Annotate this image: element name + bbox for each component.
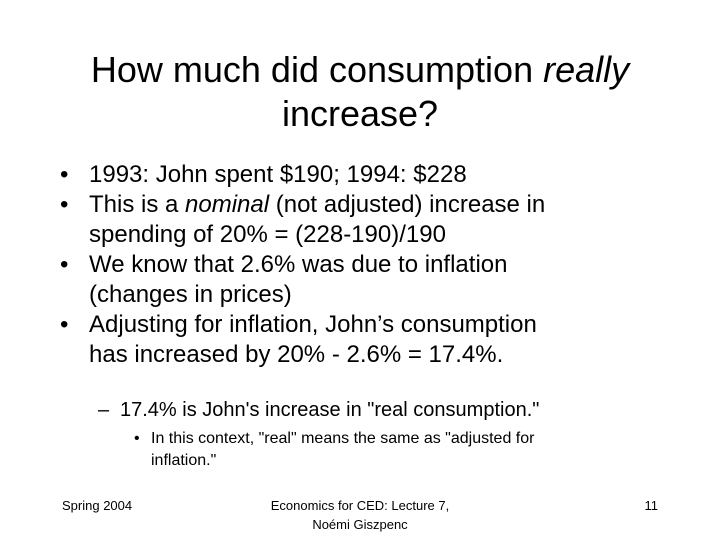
slide-title: How much did consumption really increase… — [40, 48, 680, 136]
page-number: 11 — [644, 498, 659, 513]
bullet-text: 1993: John spent $190; 1994: $228 — [89, 161, 467, 188]
sub-sub-bullet-text-continued: inflation." — [151, 452, 217, 469]
bullet-list: • 1993: John spent $190; 1994: $228 • Th… — [60, 160, 680, 370]
title-text: How much did consumption — [90, 49, 544, 90]
bullet-text-continued: (changes in prices) — [89, 281, 292, 308]
bullet-text-post: (not adjusted) increase in — [269, 191, 546, 218]
footer-course-line-1: Economics for CED: Lecture 7, — [270, 498, 450, 513]
bullet-marker: • — [60, 161, 69, 188]
bullet-marker: • — [60, 311, 69, 338]
bullet-text: This is a nominal (not adjusted) increas… — [89, 190, 680, 220]
title-line-2: increase? — [281, 93, 439, 134]
footer-course-line-2: Noémi Giszpenc — [312, 517, 408, 532]
sub-bullet-marker: – — [98, 399, 110, 421]
bullet-marker: • — [60, 251, 69, 278]
sub-sub-bullet-marker: • — [134, 430, 140, 447]
bullet-text-continued: spending of 20% = (228-190)/190 — [89, 221, 446, 248]
title-line-1: How much did consumption really — [40, 48, 680, 92]
bullet-text: Adjusting for inflation, John’s consumpt… — [89, 311, 537, 338]
footer-date: Spring 2004 — [62, 498, 133, 513]
bullet-item: • 1993: John spent $190; 1994: $228 — [60, 160, 680, 190]
bullet-marker: • — [60, 191, 69, 218]
bullet-item: • Adjusting for inflation, John’s consum… — [60, 310, 680, 370]
bullet-item: • This is a nominal (not adjusted) incre… — [60, 190, 680, 250]
bullet-emphasis: nominal — [185, 191, 270, 218]
footer-course: Economics for CED: Lecture 7, Noémi Gisz… — [220, 496, 500, 534]
sub-sub-bullet-text: In this context, "real" means the same a… — [151, 430, 535, 447]
bullet-item: • We know that 2.6% was due to inflation… — [60, 250, 680, 310]
title-emphasis: really — [543, 49, 630, 90]
sub-bullet-text: 17.4% is John's increase in "real consum… — [120, 399, 540, 421]
bullet-text-continued: has increased by 20% - 2.6% = 17.4%. — [89, 341, 504, 368]
bullet-text-pre: This is a — [89, 191, 186, 218]
bullet-text: We know that 2.6% was due to inflation — [89, 251, 508, 278]
sub-sub-bullet: • In this context, "real" means the same… — [134, 428, 654, 472]
